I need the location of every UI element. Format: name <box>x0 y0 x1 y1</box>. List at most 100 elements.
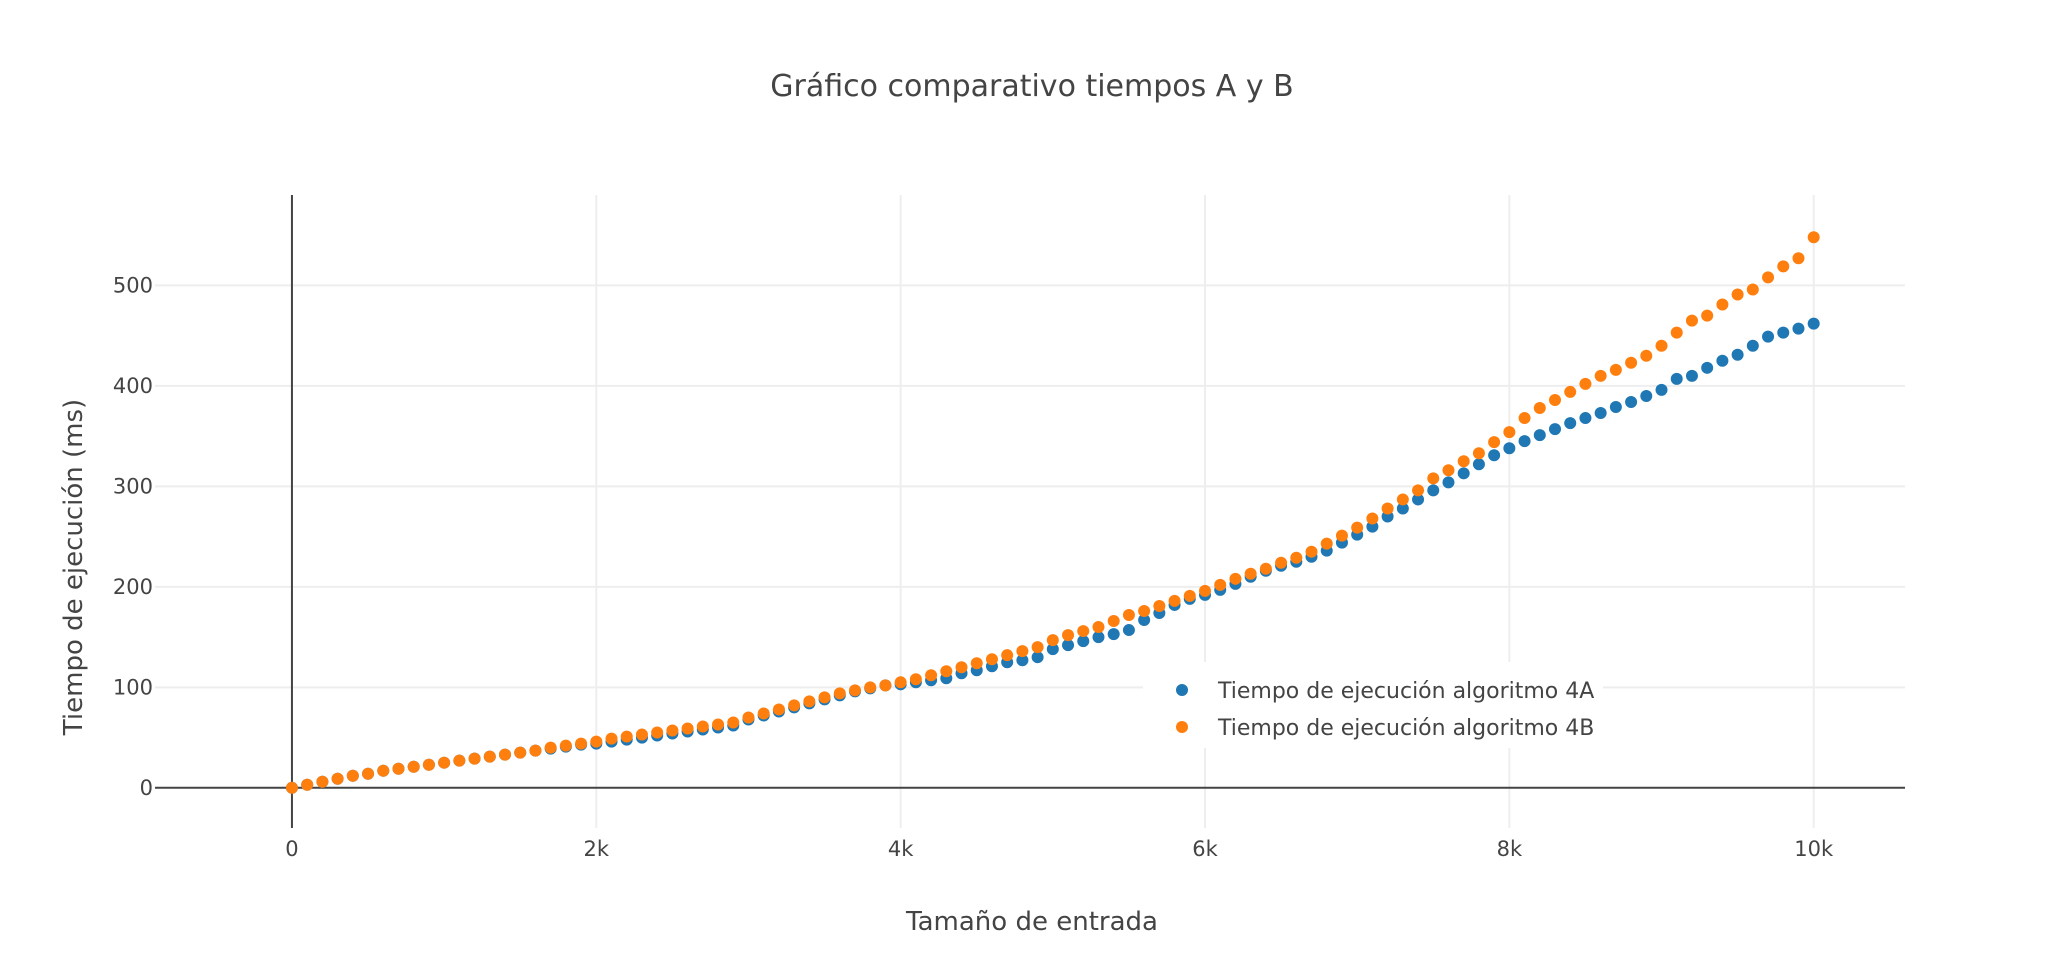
y-tick-label: 300 <box>113 474 153 498</box>
data-point <box>1731 288 1744 301</box>
data-point <box>1122 624 1135 637</box>
data-point <box>1138 614 1151 627</box>
data-point <box>1396 493 1409 506</box>
data-point <box>1046 634 1059 647</box>
data-point <box>742 711 755 724</box>
data-point <box>1244 567 1257 580</box>
data-point <box>1564 385 1577 398</box>
data-point <box>590 735 603 748</box>
data-point <box>1503 426 1516 439</box>
data-point <box>422 758 435 771</box>
data-point <box>499 748 511 761</box>
data-point <box>1792 252 1805 265</box>
data-point <box>681 722 694 735</box>
data-point <box>1320 537 1333 550</box>
grid-lines <box>155 195 1905 828</box>
data-point <box>985 653 998 666</box>
data-point <box>712 718 725 731</box>
data-point <box>1366 512 1379 525</box>
data-point <box>1655 339 1668 352</box>
data-point <box>346 769 359 782</box>
data-point <box>1077 625 1090 638</box>
data-point <box>1168 594 1181 607</box>
data-point <box>1731 348 1744 361</box>
data-point <box>651 726 664 739</box>
data-point <box>1031 641 1044 654</box>
data-point <box>1807 317 1820 330</box>
x-tick-label: 0 <box>285 837 298 861</box>
y-tick-label: 0 <box>140 776 153 800</box>
data-point <box>696 720 709 733</box>
data-point <box>1107 628 1120 641</box>
data-point <box>1807 231 1820 244</box>
data-point <box>1625 395 1638 408</box>
data-point <box>909 673 922 686</box>
data-point <box>514 746 527 759</box>
data-point <box>620 730 633 743</box>
data-point <box>1442 476 1455 489</box>
y-tick-label: 500 <box>113 273 153 297</box>
data-point <box>407 760 420 773</box>
data-point <box>301 778 314 791</box>
data-point <box>970 657 983 670</box>
data-point <box>1655 383 1668 396</box>
data-point <box>1077 635 1090 648</box>
data-point <box>1412 484 1425 497</box>
data-point <box>1670 372 1683 385</box>
data-point <box>1579 377 1592 390</box>
data-point <box>666 724 679 737</box>
data-point <box>1533 429 1546 442</box>
data-point <box>377 764 390 777</box>
data-point <box>1092 621 1105 634</box>
data-points <box>285 231 1820 794</box>
data-point <box>1716 354 1729 367</box>
legend-marker-4a <box>1176 684 1188 696</box>
data-point <box>392 762 405 775</box>
data-point <box>940 665 953 678</box>
data-point <box>1549 423 1561 436</box>
data-point <box>1594 369 1607 382</box>
data-point <box>879 679 892 692</box>
data-point <box>1472 458 1485 471</box>
data-point <box>1031 651 1044 664</box>
data-point <box>894 676 907 689</box>
data-point <box>1746 339 1759 352</box>
data-point <box>772 703 785 716</box>
data-point <box>1351 521 1364 534</box>
data-point <box>1533 402 1546 415</box>
data-point <box>1503 442 1516 455</box>
data-point <box>1107 615 1120 628</box>
data-point <box>1001 649 1014 662</box>
data-point <box>1609 363 1622 376</box>
data-point <box>1305 545 1318 558</box>
data-point <box>803 695 816 708</box>
series-4b <box>285 231 1820 794</box>
data-point <box>316 775 329 788</box>
data-point <box>1335 529 1348 542</box>
legend: Tiempo de ejecución algoritmo 4A Tiempo … <box>1143 662 1603 748</box>
data-point <box>1594 407 1607 420</box>
data-point <box>1457 455 1470 468</box>
data-point <box>1488 449 1501 462</box>
data-point <box>1777 260 1790 273</box>
data-point <box>864 681 877 694</box>
data-point <box>1427 472 1440 485</box>
data-point <box>1746 283 1759 296</box>
data-point <box>1518 412 1531 425</box>
data-point <box>1153 599 1166 612</box>
x-tick-label: 2k <box>584 837 610 861</box>
data-point <box>1442 464 1455 477</box>
data-point <box>1701 361 1714 374</box>
data-point <box>362 767 375 780</box>
legend-background <box>1143 662 1603 748</box>
chart-title: Gráfico comparativo tiempos A y B <box>770 69 1293 104</box>
data-point <box>529 744 542 757</box>
data-point <box>1716 298 1729 311</box>
data-point <box>1412 493 1425 506</box>
legend-marker-4b <box>1176 721 1188 733</box>
data-point <box>1396 502 1409 515</box>
data-point <box>955 661 968 674</box>
data-point <box>1138 604 1151 617</box>
data-point <box>1183 589 1196 602</box>
